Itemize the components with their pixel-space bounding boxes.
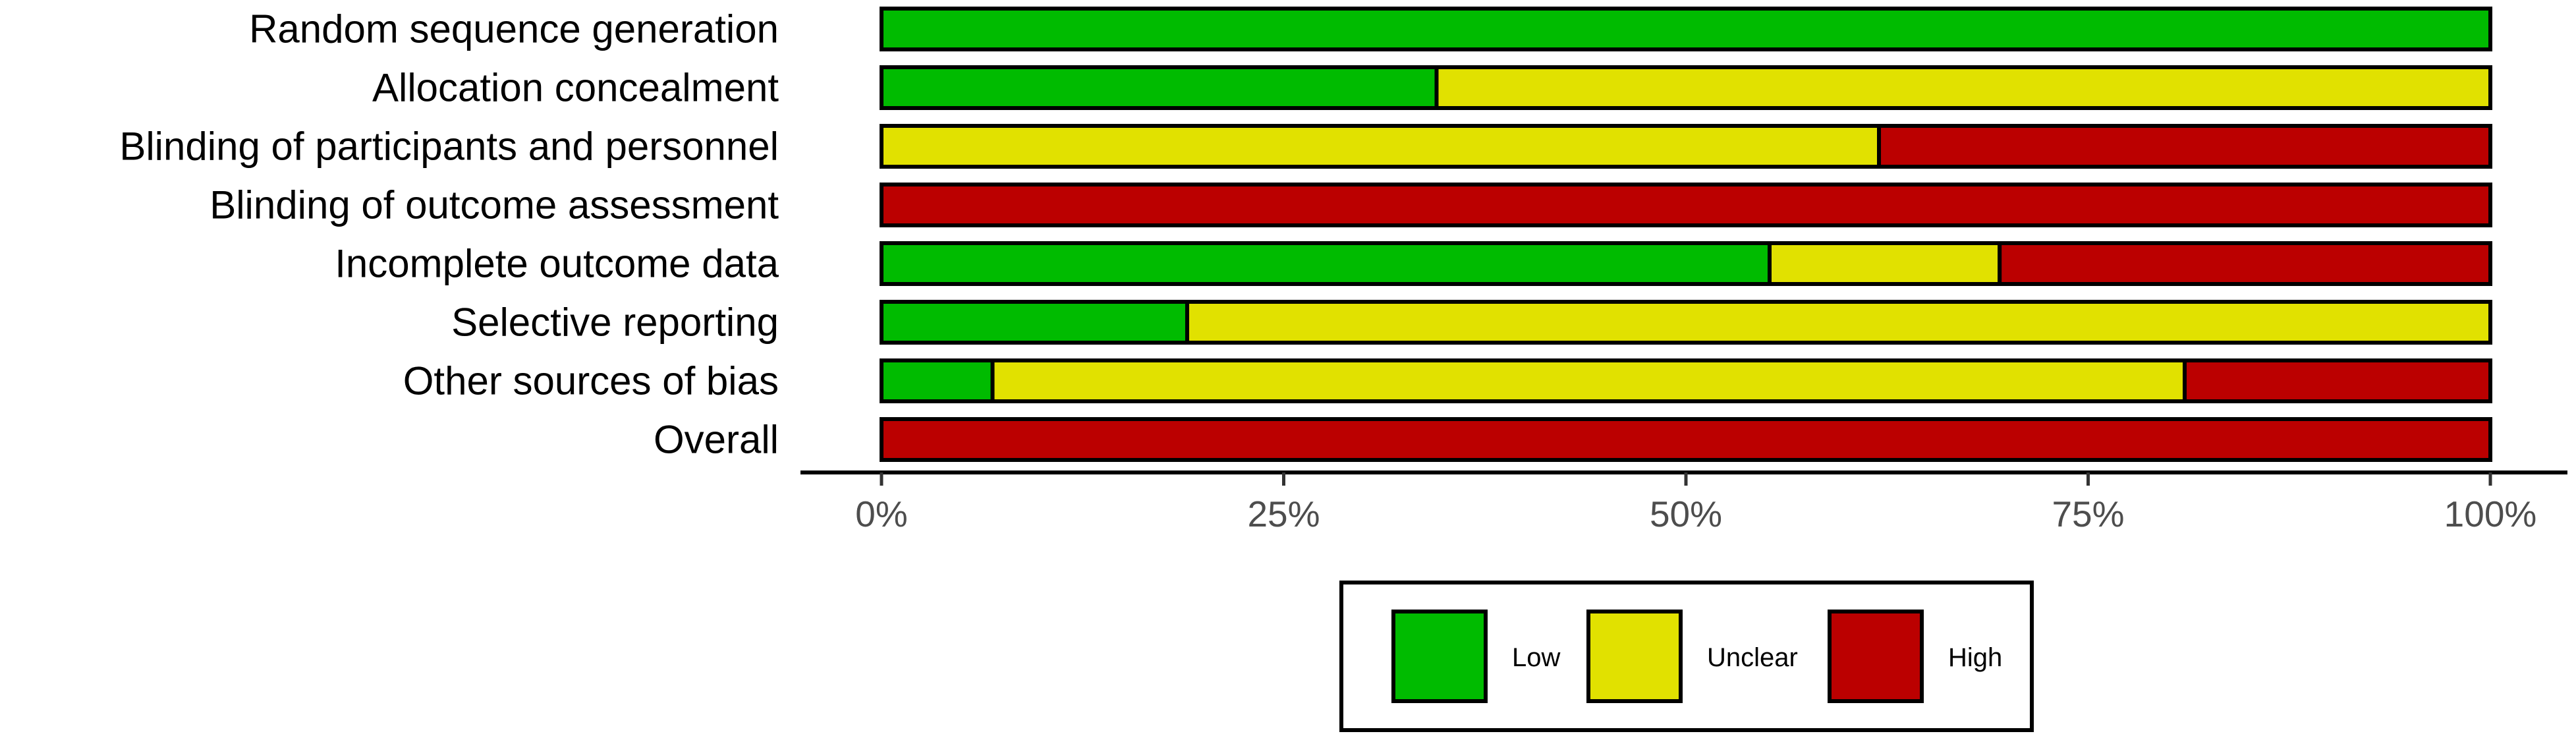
x-axis-ticks: 0% 25% 50% 75% 100% (855, 472, 2536, 534)
category-label-blinding-of-participants-and-personnel: Blinding of participants and personnel (119, 125, 779, 169)
category-label-allocation-concealment: Allocation concealment (372, 66, 779, 110)
bar-blinding-of-outcome-assessment-high (880, 183, 2492, 227)
legend-swatch-low (1391, 610, 1488, 703)
category-label-blinding-of-outcome-assessment: Blinding of outcome assessment (210, 183, 779, 227)
category-label-incomplete-outcome-data: Incomplete outcome data (335, 242, 779, 286)
legend-swatch-unclear (1586, 610, 1683, 703)
bar-overall-high (880, 417, 2492, 462)
bar-incomplete-outcome-data-unclear (1767, 241, 2002, 286)
legend-swatch-high (1828, 610, 1924, 703)
bar-selective-reporting-low (880, 300, 1189, 345)
legend: Low Unclear High (1339, 581, 2034, 732)
x-tick-label: 0% (855, 494, 908, 534)
bar-other-sources-of-bias-low (880, 358, 995, 403)
bar-allocation-concealment-unclear (1434, 65, 2492, 110)
bar-incomplete-outcome-data-high (1998, 241, 2492, 286)
category-label-overall: Overall (654, 418, 779, 462)
legend-label-unclear: Unclear (1707, 643, 1798, 672)
x-tick-label: 75% (2052, 494, 2124, 534)
bars-layer (880, 7, 2493, 462)
bar-random-sequence-generation-low (880, 7, 2492, 51)
x-tick-label: 50% (1650, 494, 1722, 534)
bar-other-sources-of-bias-high (2183, 358, 2493, 403)
x-tick-label: 25% (1247, 494, 1320, 534)
category-label-selective-reporting: Selective reporting (451, 300, 779, 345)
bar-other-sources-of-bias-unclear (990, 358, 2187, 403)
category-labels: Random sequence generation Allocation con… (119, 7, 779, 462)
bar-selective-reporting-unclear (1185, 300, 2492, 345)
x-tick-label: 100% (2444, 494, 2537, 534)
legend-label-high: High (1948, 643, 2002, 672)
legend-label-low: Low (1512, 643, 1560, 672)
category-label-other-sources-of-bias: Other sources of bias (403, 359, 779, 403)
category-label-random-sequence-generation: Random sequence generation (249, 7, 779, 51)
bar-incomplete-outcome-data-low (880, 241, 1772, 286)
bar-blinding-of-participants-and-personnel-high (1877, 124, 2493, 169)
bar-allocation-concealment-low (880, 65, 1439, 110)
bar-blinding-of-participants-and-personnel-unclear (880, 124, 1882, 169)
